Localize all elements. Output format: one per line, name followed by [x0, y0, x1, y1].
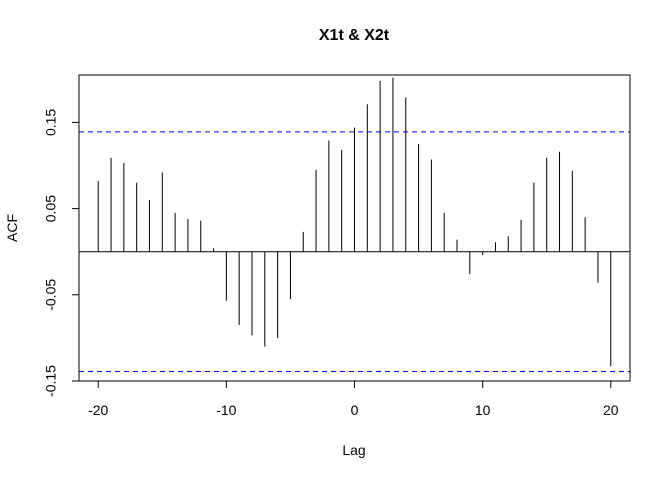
x-tick-label: 0	[351, 402, 359, 418]
plot-area	[79, 77, 630, 373]
x-tick-label: -10	[216, 402, 236, 418]
y-tick-label: -0.15	[43, 365, 59, 397]
x-tick-label: 10	[475, 402, 491, 418]
y-tick-label: -0.05	[43, 279, 59, 311]
x-tick-label: -20	[88, 402, 108, 418]
x-tick-label: 20	[603, 402, 619, 418]
x-axis: -20 -10 0 10 20	[88, 380, 619, 418]
y-tick-label: 0.15	[43, 109, 59, 136]
chart-title: X1t & X2t	[319, 27, 390, 44]
y-axis: -0.15 -0.05 0.05 0.15	[43, 109, 80, 397]
y-tick-label: 0.05	[43, 195, 59, 222]
x-axis-label: Lag	[342, 442, 365, 458]
y-axis-label: ACF	[4, 214, 20, 242]
